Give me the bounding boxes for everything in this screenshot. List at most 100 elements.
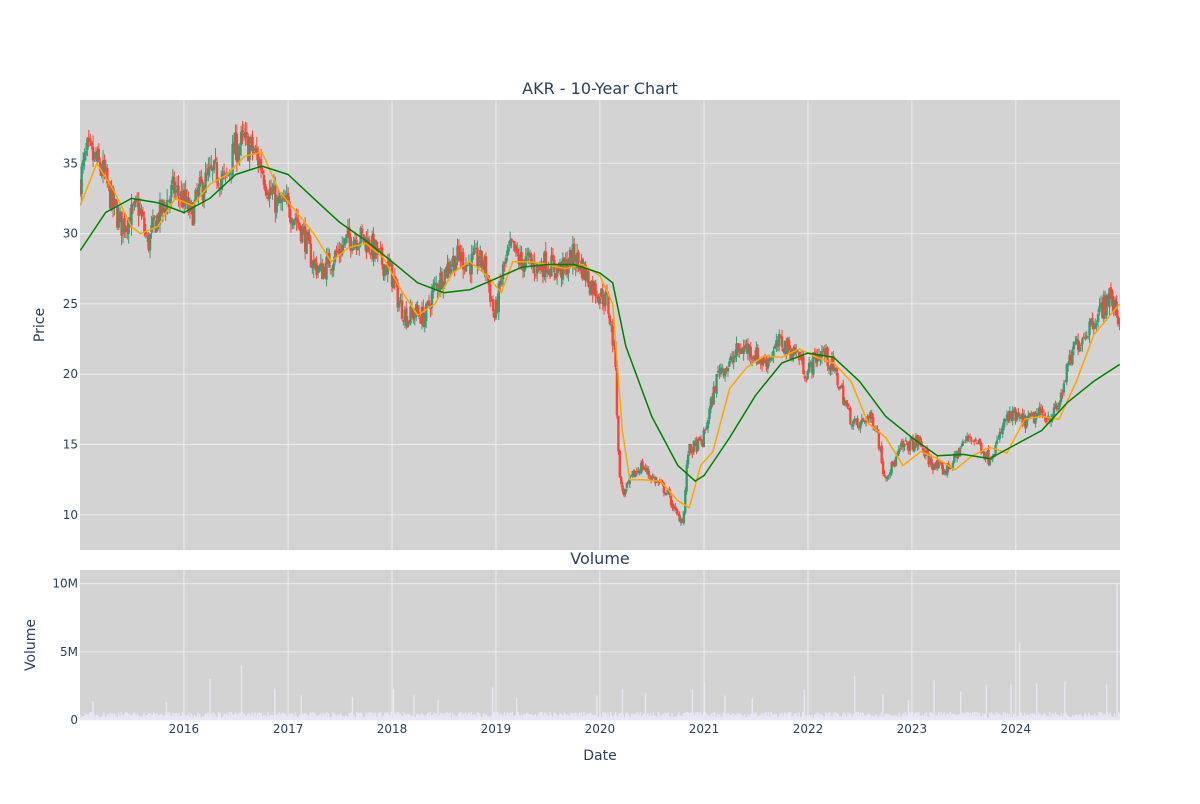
volume-bar — [1058, 716, 1060, 720]
price-y-tick-label: 35 — [63, 156, 78, 170]
price-grid — [80, 100, 1120, 550]
volume-bar — [688, 716, 690, 720]
volume-bar — [472, 714, 474, 720]
candle-body — [631, 470, 634, 476]
volume-bar — [637, 712, 639, 720]
volume-bar — [366, 713, 368, 720]
volume-bar — [874, 716, 876, 720]
candle-body — [318, 265, 321, 271]
volume-bar — [409, 715, 412, 720]
volume-bar — [278, 712, 280, 720]
volume-bar — [544, 716, 547, 720]
candle-body — [842, 385, 845, 405]
volume-bar — [117, 712, 120, 720]
candle-body — [457, 245, 461, 255]
volume-bar — [585, 713, 588, 720]
volume-bar — [105, 716, 108, 720]
candle-body — [447, 262, 451, 272]
volume-bar — [602, 712, 604, 720]
candle-body — [664, 492, 667, 495]
volume-bar — [171, 715, 174, 720]
candle-body — [479, 249, 482, 264]
volume-bar — [675, 717, 677, 720]
volume-bar — [462, 713, 465, 720]
volume-bar — [328, 716, 331, 720]
volume-bar — [1050, 717, 1052, 720]
volume-bar — [710, 713, 712, 720]
volume-bar — [356, 712, 358, 720]
volume-bar — [669, 716, 671, 720]
volume-bar — [237, 714, 239, 720]
candle-body — [281, 200, 284, 202]
candle-body — [686, 454, 690, 465]
volume-bar — [412, 716, 414, 720]
volume-bar — [728, 716, 730, 720]
volume-bar — [104, 715, 106, 720]
volume-bar — [898, 712, 900, 720]
volume-bar — [908, 713, 911, 720]
volume-bar — [907, 699, 910, 720]
candle-body — [843, 401, 846, 406]
volume-bar — [1086, 715, 1088, 720]
candle-body — [144, 231, 147, 235]
volume-bar — [284, 713, 286, 720]
volume-bar — [421, 712, 423, 720]
candle-body — [103, 160, 106, 172]
candle-body — [237, 154, 240, 161]
candle-body — [257, 153, 260, 166]
volume-bar — [534, 713, 537, 720]
volume-bar — [764, 717, 766, 720]
volume-bar — [567, 716, 570, 720]
candle-body — [671, 503, 674, 508]
volume-bar — [729, 714, 731, 720]
candle-body — [665, 492, 668, 494]
volume-bar — [122, 715, 124, 720]
candle-body — [772, 350, 775, 357]
volume-bar — [574, 712, 577, 720]
volume-bar — [480, 717, 483, 720]
volume-bar — [153, 713, 156, 720]
candle-body — [884, 476, 888, 479]
candle-body — [528, 253, 532, 258]
volume-bar — [561, 714, 563, 720]
volume-bar — [148, 712, 150, 720]
candle-body — [258, 159, 261, 167]
volume-bar — [731, 714, 733, 720]
candle-body — [241, 130, 244, 133]
candle-body — [517, 254, 520, 264]
candle-body — [120, 211, 123, 236]
candle-body — [113, 198, 116, 206]
volume-bar — [553, 712, 555, 720]
volume-bar — [216, 717, 218, 720]
volume-bar — [930, 712, 932, 720]
volume-bar — [372, 713, 374, 720]
volume-bar — [450, 717, 453, 720]
candle-body — [910, 438, 913, 440]
candle-body — [274, 186, 277, 213]
volume-bar — [849, 712, 852, 720]
candle-body — [684, 490, 687, 513]
candle-body — [171, 176, 175, 184]
volume-bar — [795, 713, 798, 720]
candle-body — [111, 186, 115, 208]
candle-body — [437, 287, 441, 291]
candle-body — [913, 444, 916, 452]
volume-bar — [807, 712, 809, 720]
candle-body — [927, 453, 930, 465]
volume-bar — [134, 712, 136, 720]
volume-bar — [481, 716, 484, 720]
candle-body — [766, 358, 770, 369]
volume-bar — [262, 716, 264, 720]
volume-bar — [89, 712, 92, 720]
volume-bar — [128, 713, 131, 720]
volume-bar — [550, 714, 552, 720]
volume-bar — [322, 712, 325, 720]
candle-body — [197, 187, 200, 197]
volume-bar — [708, 715, 710, 720]
candle-body — [1109, 287, 1113, 293]
candle-body — [514, 245, 518, 252]
volume-bar — [571, 714, 573, 720]
volume-bar — [1070, 717, 1072, 720]
candle-body — [217, 183, 220, 186]
volume-bar — [233, 715, 235, 720]
